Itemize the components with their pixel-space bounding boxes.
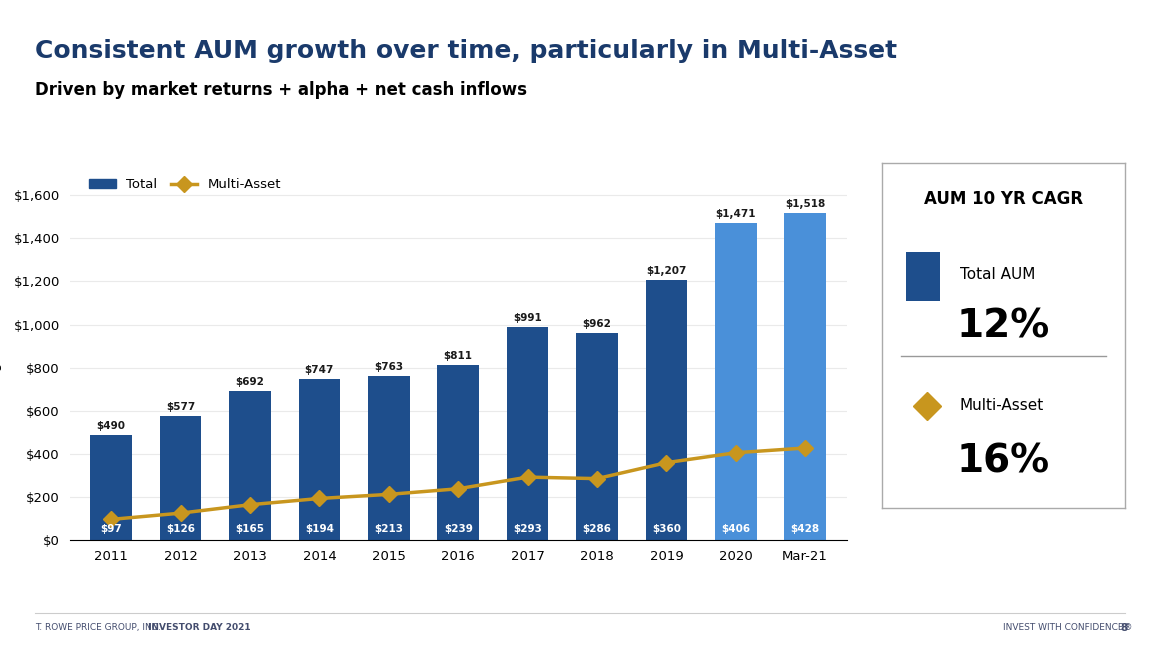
Text: $97: $97 <box>101 524 122 534</box>
Text: Total AUM: Total AUM <box>959 268 1035 283</box>
Text: $194: $194 <box>305 524 334 534</box>
Text: $406: $406 <box>722 524 751 534</box>
Bar <box>784 213 826 540</box>
Text: $991: $991 <box>513 312 542 323</box>
FancyBboxPatch shape <box>906 253 940 301</box>
Text: $1,471: $1,471 <box>716 209 756 219</box>
Bar <box>160 416 202 540</box>
Text: $428: $428 <box>791 524 820 534</box>
Bar <box>646 280 687 540</box>
Bar <box>298 379 340 540</box>
Text: AUM 10 YR CAGR: AUM 10 YR CAGR <box>923 190 1083 208</box>
Text: $213: $213 <box>375 524 404 534</box>
Text: $360: $360 <box>652 524 681 534</box>
Bar <box>368 376 409 540</box>
Bar <box>230 391 270 540</box>
Bar <box>90 435 132 540</box>
Text: $747: $747 <box>305 365 334 375</box>
Legend: Total, Multi-Asset: Total, Multi-Asset <box>84 173 287 197</box>
Text: INVEST WITH CONFIDENCE®: INVEST WITH CONFIDENCE® <box>1003 623 1133 632</box>
Text: $811: $811 <box>443 352 472 361</box>
Text: $165: $165 <box>235 524 264 534</box>
Text: INVESTOR DAY 2021: INVESTOR DAY 2021 <box>148 623 251 632</box>
Text: $239: $239 <box>444 524 472 534</box>
Text: Driven by market returns + alpha + net cash inflows: Driven by market returns + alpha + net c… <box>35 81 527 100</box>
Text: $126: $126 <box>166 524 195 534</box>
Text: Consistent AUM growth over time, particularly in Multi-Asset: Consistent AUM growth over time, particu… <box>35 39 897 63</box>
Text: 8: 8 <box>1121 622 1128 633</box>
Text: $692: $692 <box>235 377 264 387</box>
Text: 12%: 12% <box>957 308 1050 346</box>
Text: $577: $577 <box>166 402 195 412</box>
Text: $1,518: $1,518 <box>785 199 825 209</box>
Text: $962: $962 <box>582 319 611 329</box>
Bar <box>437 365 479 540</box>
Bar <box>577 333 618 540</box>
Text: $763: $763 <box>375 362 404 372</box>
Text: 16%: 16% <box>957 442 1050 480</box>
Text: $286: $286 <box>582 524 611 534</box>
Text: $293: $293 <box>513 524 542 534</box>
Text: $490: $490 <box>96 421 125 431</box>
Bar <box>507 327 549 540</box>
Bar <box>715 223 756 540</box>
Y-axis label: Ending AUM ($b): Ending AUM ($b) <box>0 293 2 410</box>
Text: Multi-Asset: Multi-Asset <box>959 398 1044 413</box>
Text: $1,207: $1,207 <box>646 266 687 276</box>
Text: T. ROWE PRICE GROUP, INC.: T. ROWE PRICE GROUP, INC. <box>35 623 166 632</box>
